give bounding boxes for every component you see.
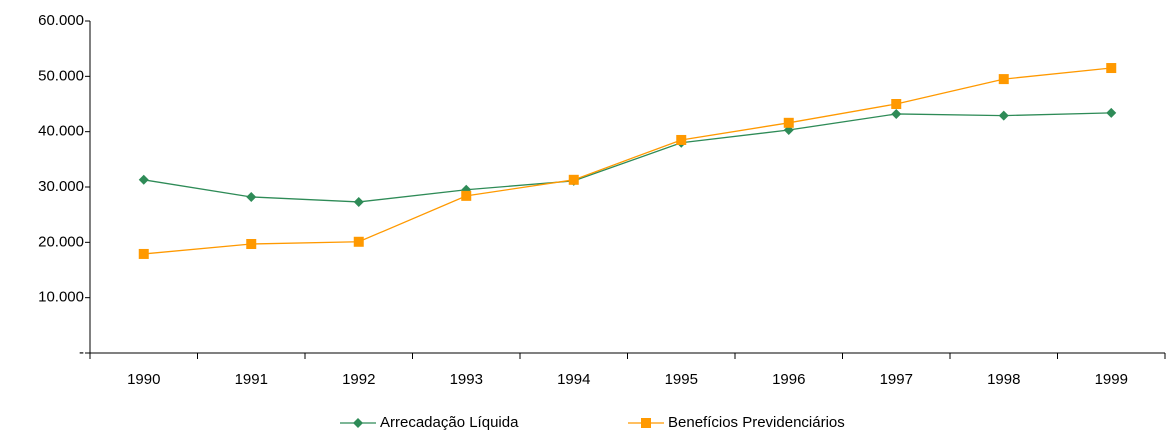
- y-tick-label: -: [79, 344, 84, 361]
- x-tick-label: 1992: [342, 371, 375, 388]
- point: [1106, 63, 1117, 74]
- y-tick-label: 30.000: [38, 178, 84, 195]
- y-tick-label: 40.000: [38, 123, 84, 140]
- point: [138, 174, 149, 185]
- x-tick-label: 1995: [665, 371, 698, 388]
- x-tick-label: 1993: [450, 371, 483, 388]
- point: [998, 74, 1009, 85]
- point: [891, 99, 902, 109]
- point: [568, 174, 579, 185]
- legend-label: Benefícios Previdenciários: [668, 414, 845, 431]
- x-tick-label: 1998: [987, 371, 1020, 388]
- point: [461, 190, 472, 201]
- point: [676, 134, 687, 145]
- y-tick-label: 20.000: [38, 233, 84, 250]
- point: [998, 110, 1009, 121]
- y-tick-label: 10.000: [38, 289, 84, 306]
- x-tick-label: 1996: [772, 371, 805, 388]
- y-tick-label: 60.000: [38, 12, 84, 29]
- point: [891, 108, 902, 119]
- legend-marker: [641, 418, 651, 428]
- x-tick-label: 1999: [1095, 371, 1128, 388]
- x-tick-label: 1991: [235, 371, 268, 388]
- point: [353, 236, 364, 247]
- y-tick-label: 50.000: [38, 67, 84, 84]
- series-line: [143, 112, 1112, 203]
- point: [246, 238, 257, 249]
- x-tick-label: 1990: [127, 371, 160, 388]
- x-tick-label: 1994: [557, 371, 590, 388]
- point: [783, 117, 794, 128]
- legend-marker: [353, 418, 363, 428]
- point: [138, 248, 149, 259]
- x-tick-label: 1997: [880, 371, 913, 388]
- point: [353, 196, 364, 207]
- legend-label: Arrecadação Líquida: [380, 414, 519, 431]
- point: [1106, 107, 1117, 118]
- series-line: [143, 67, 1112, 255]
- point: [246, 191, 257, 202]
